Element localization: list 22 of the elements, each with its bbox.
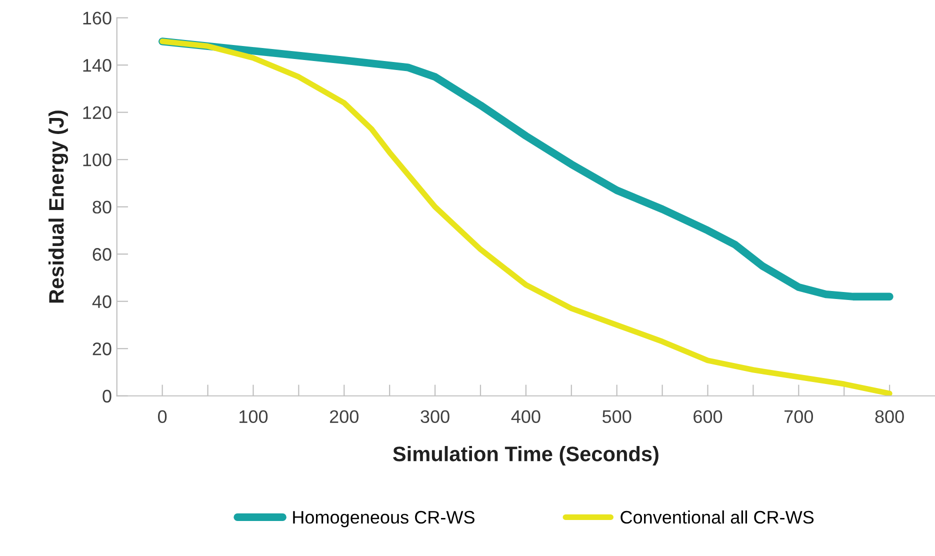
y-tick-label: 80 — [92, 200, 112, 214]
x-tick-label: 500 — [602, 410, 632, 424]
y-tick-label: 60 — [92, 248, 112, 261]
y-tick-label: 120 — [83, 106, 112, 120]
x-tick-label: 800 — [875, 410, 904, 424]
y-tick-label: 20 — [92, 342, 112, 356]
x-tick-label: 100 — [240, 410, 268, 424]
y-tick-label: 0 — [102, 390, 112, 403]
x-tick-label: 400 — [511, 410, 540, 424]
legend-label: Homogeneous CR-WS — [293, 510, 474, 528]
y-tick-label: 160 — [83, 12, 112, 25]
x-tick-label: 600 — [694, 410, 722, 424]
y-tick-label: 40 — [92, 295, 112, 308]
legend-label: Conventional all CR-WS — [620, 510, 814, 524]
y-tick-label: 140 — [83, 58, 112, 72]
x-tick-label: 300 — [420, 410, 450, 424]
x-axis-title: Simulation Time (Seconds) — [393, 446, 658, 466]
x-tick-label: 700 — [784, 410, 814, 424]
x-tick-label: 0 — [158, 410, 167, 424]
y-axis-title: Residual Energy (J) — [48, 110, 68, 303]
y-tick-label: 100 — [83, 154, 112, 166]
x-tick-label: 200 — [330, 410, 358, 424]
